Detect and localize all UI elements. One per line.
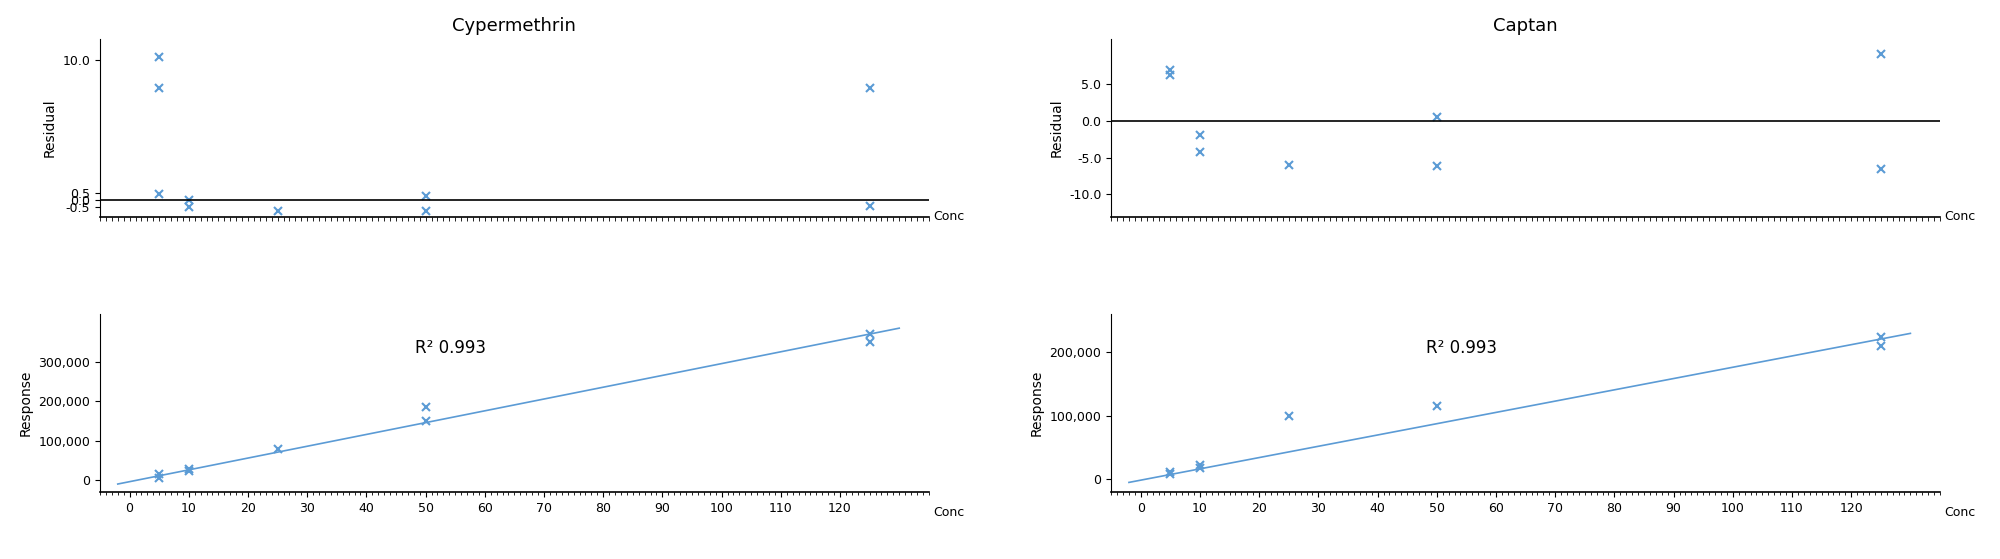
Text: R² 0.993: R² 0.993	[414, 339, 486, 357]
Y-axis label: Response: Response	[1030, 370, 1044, 437]
Text: Conc: Conc	[932, 506, 964, 519]
Text: Conc: Conc	[1944, 210, 1976, 223]
Text: Conc: Conc	[1944, 506, 1976, 519]
Y-axis label: Residual: Residual	[1050, 98, 1064, 157]
Y-axis label: Response: Response	[18, 370, 32, 437]
Title: Captan: Captan	[1494, 17, 1558, 35]
Y-axis label: Residual: Residual	[42, 98, 56, 157]
Text: Conc: Conc	[932, 210, 964, 223]
Text: R² 0.993: R² 0.993	[1426, 339, 1498, 357]
Title: Cypermethrin: Cypermethrin	[452, 17, 576, 35]
